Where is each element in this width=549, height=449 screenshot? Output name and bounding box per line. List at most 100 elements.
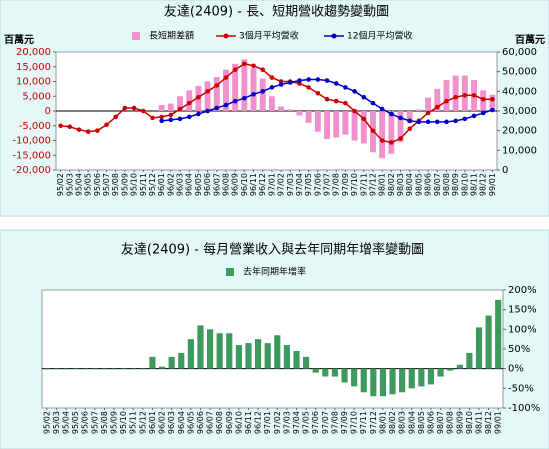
point [177,106,183,112]
x-tick-label: 96/08 [221,173,230,196]
x-tick-label: 97/12 [369,411,378,434]
bar [303,356,310,369]
x-tick-label: 95/04 [62,411,71,434]
y-tick-label: 10,000 [16,77,51,88]
x-tick-label: 95/06 [93,173,102,196]
x-tick-label: 96/12 [258,173,267,196]
bar [158,366,166,369]
point [379,138,385,143]
x-tick-label: 98/05 [414,173,423,196]
chart-title: 友達(2409) - 每月營業收入與去年同期年增率變動圖 [121,242,424,258]
x-tick-label: 97/09 [341,173,350,196]
bar [82,368,89,370]
bar [120,368,127,370]
bar [91,368,98,370]
bar [186,90,193,111]
bar [293,350,300,369]
x-tick-label: 95/10 [119,411,128,434]
y2-tick-label: 10,000 [502,145,537,156]
x-tick-label: 98/08 [446,411,455,434]
plot-area [41,289,504,409]
x-tick-label: 97/04 [292,411,301,434]
bar [418,368,425,387]
point [196,94,201,100]
x-tick-label: 98/07 [436,411,445,434]
bar [53,368,60,370]
point [260,67,266,72]
bar [255,339,262,369]
point [444,98,449,104]
point [104,122,109,128]
point [343,85,348,90]
x-tick-label: 98/03 [396,173,405,196]
bar [130,368,137,370]
bar [43,368,50,370]
point [434,104,440,110]
bar [268,96,275,111]
bar [158,105,165,111]
x-tick-label: 99/01 [494,411,503,434]
point [462,92,468,98]
x-tick-label: 95/11 [129,411,138,434]
bar [324,111,330,140]
y-tick-label: -15,000 [12,150,51,161]
point [223,102,229,108]
point [223,75,229,80]
y-axis-label: 百萬元 [4,33,34,46]
bar [278,106,285,111]
point [315,77,321,82]
x-tick-label: 96/10 [234,411,243,434]
x-tick-label: 97/11 [359,173,368,196]
bar [434,88,441,111]
x-tick-label: 95/12 [148,173,157,196]
bar [312,368,319,373]
y2-tick-label: 100% [508,324,537,335]
x-tick-label: 97/03 [282,411,291,434]
point [425,119,431,125]
bar [489,94,496,111]
point [58,123,63,129]
point [122,105,128,111]
bar [226,333,233,369]
point [95,128,100,133]
bar [443,80,450,111]
point [389,111,394,117]
bar [351,111,358,141]
x-tick-label: 97/06 [311,411,320,434]
point [242,61,247,67]
x-tick-label: 97/06 [313,173,322,196]
bar [379,111,386,159]
x-tick-label: 96/06 [196,411,205,434]
x-tick-label: 96/11 [244,411,253,434]
y2-tick-label: 0% [508,364,524,375]
x-tick-label: 96/05 [186,411,195,434]
point [251,63,256,69]
x-tick-label: 95/06 [81,411,90,434]
point [471,92,477,98]
bar [206,329,214,369]
y-tick-label: -10,000 [12,136,51,147]
legend-swatch [223,33,229,39]
point [434,119,440,125]
x-tick-label: 96/07 [212,173,221,196]
x-tick-label: 95/03 [52,411,61,434]
bar [447,368,454,371]
x-tick-label: 95/10 [130,173,139,196]
point [343,100,348,106]
x-tick-label: 95/12 [138,411,147,434]
x-tick-label: 98/01 [378,173,387,196]
legend-label: 長短期差額 [149,30,194,42]
bar [342,111,349,135]
chart-title: 友達(2409) - 長、短期營收趨勢變動圖 [164,4,389,20]
point [159,114,164,120]
point [242,95,247,101]
x-tick-label: 98/02 [388,411,397,434]
x-tick-label: 98/09 [451,173,460,196]
point [453,118,458,124]
x-tick-label: 98/08 [442,173,451,196]
y2-tick-label: -100% [508,403,540,414]
x-tick-label: 95/05 [84,173,93,196]
y2-tick-label: 60,000 [502,47,537,58]
x-tick-label: 95/07 [90,411,99,434]
x-tick-label: 95/02 [56,173,65,196]
